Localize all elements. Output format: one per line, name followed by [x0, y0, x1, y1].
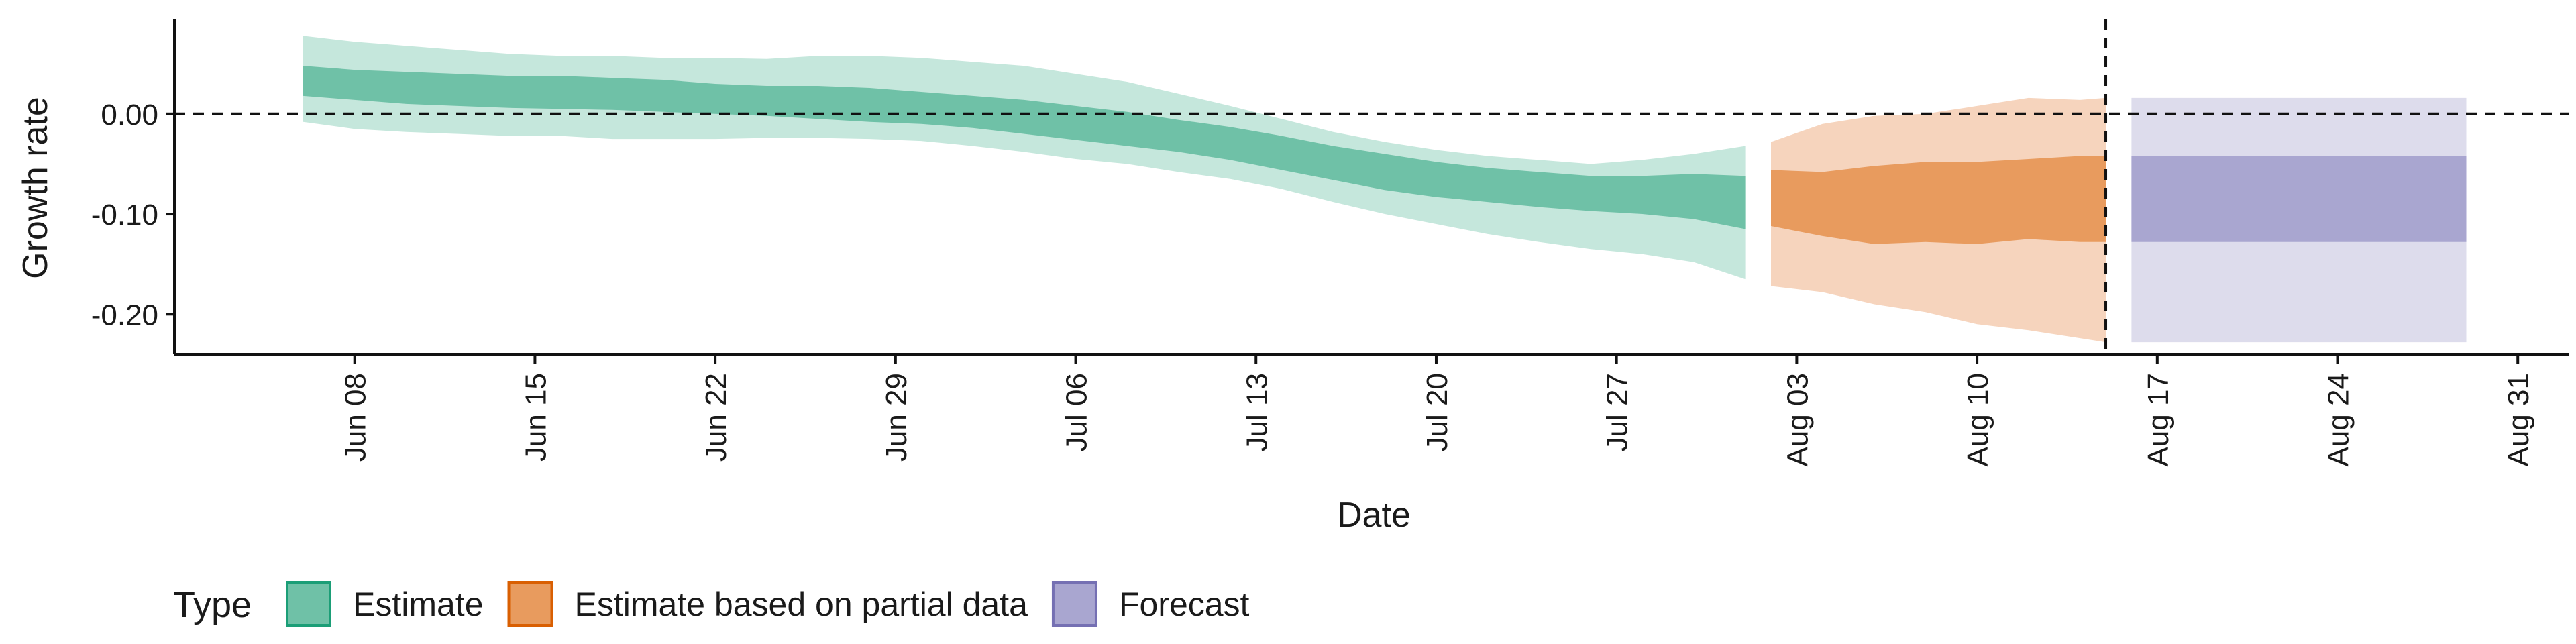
x-tick-label: Aug 31: [2502, 373, 2535, 466]
legend-title: Type: [173, 585, 252, 625]
y-tick-label: -0.10: [91, 199, 158, 231]
x-tick-label: Jun 08: [339, 373, 372, 462]
x-tick-label: Jul 27: [1601, 373, 1634, 451]
y-tick-label: -0.20: [91, 299, 158, 331]
x-axis-ticks: Jun 08 Jun 15 Jun 22 Jun 29 Jul 06 Jul 13 Jul …: [339, 354, 2535, 466]
forecast-inner-ribbon: [2131, 156, 2467, 242]
x-tick-label: Jul 06: [1061, 373, 1093, 451]
estimate-outer-ribbon: [303, 36, 1746, 280]
y-tick-label: 0.00: [101, 99, 158, 131]
estimate-inner-ribbon: [303, 66, 1746, 229]
legend-key-forecast: [1051, 581, 1097, 627]
x-tick-label: Aug 24: [2322, 373, 2355, 466]
x-tick-label: Jun 29: [880, 373, 913, 462]
legend-label-forecast: Forecast: [1119, 586, 1250, 623]
legend-key-estimate: [286, 581, 331, 627]
reference-lines: [174, 19, 2569, 354]
x-tick-label: Aug 17: [2142, 373, 2175, 466]
x-tick-label: Jun 15: [519, 373, 552, 462]
estimate-based-on-partial-data-inner-ribbon: [1771, 156, 2106, 244]
legend-items: Estimate Estimate based on partial data Fo…: [286, 581, 1250, 627]
axes-layer: [173, 19, 2569, 356]
ribbons-layer: [303, 36, 2467, 343]
x-tick-label: Aug 10: [1962, 373, 1994, 466]
x-tick-label: Jul 13: [1240, 373, 1273, 451]
x-axis-title: Date: [1337, 496, 1411, 535]
x-tick-label: Jun 22: [700, 373, 733, 462]
x-tick-label: Aug 03: [1781, 373, 1814, 466]
y-axis-ticks: 0.00 -0.10 -0.20: [91, 99, 174, 331]
y-axis-title: Growth rate: [16, 97, 55, 279]
legend-label-estimate-based-on-partial-data: Estimate based on partial data: [575, 586, 1028, 623]
legend-label-estimate: Estimate: [353, 586, 484, 623]
legend-key-estimate-based-on-partial-data: [507, 581, 553, 627]
legend: Type Estimate Estimate based on partial d…: [173, 581, 1250, 627]
x-tick-label: Jul 20: [1421, 373, 1454, 451]
